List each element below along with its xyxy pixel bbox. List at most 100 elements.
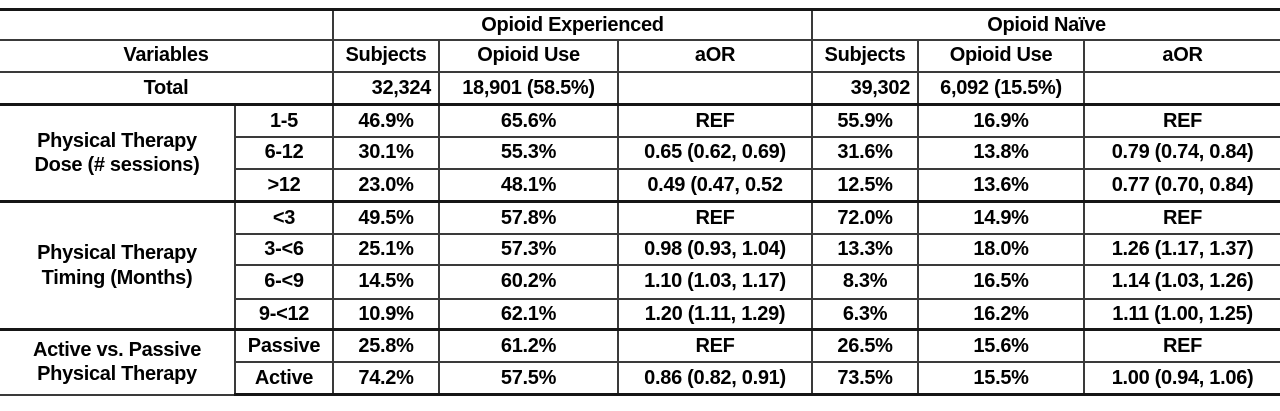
cell-naive-aor: 1.26 (1.17, 1.37) [1083, 232, 1280, 266]
cell-naive-aor: 0.77 (0.70, 0.84) [1083, 167, 1280, 203]
cell-naive-opioid-use: 13.8% [917, 135, 1086, 170]
col-header-opioid-use-naive: Opioid Use [917, 38, 1086, 73]
cell-exp-opioid-use: 57.5% [438, 360, 619, 396]
cell-level: 3-<6 [234, 232, 334, 266]
cell-exp-aor: 0.86 (0.82, 0.91) [616, 360, 814, 396]
cell-exp-opioid-use: 57.3% [438, 232, 619, 266]
total-exp-subjects: 32,324 [332, 70, 440, 106]
total-exp-opioid-use: 18,901 (58.5%) [438, 70, 619, 106]
cell-naive-subjects: 55.9% [811, 103, 920, 138]
cell-naive-opioid-use: 15.5% [917, 360, 1086, 396]
cell-exp-subjects: 25.8% [332, 328, 440, 363]
total-naive-opioid-use: 6,092 (15.5%) [917, 70, 1086, 106]
row-timing-9-12: 9-<12 10.9% 62.1% 1.20 (1.11, 1.29) 6.3%… [0, 297, 1280, 331]
cell-naive-opioid-use: 15.6% [917, 328, 1086, 363]
cell-level: >12 [234, 167, 334, 203]
section-label-line1: Physical Therapy [37, 242, 197, 265]
col-header-variables: Variables [0, 38, 334, 73]
row-dose-6-12: 6-12 30.1% 55.3% 0.65 (0.62, 0.69) 31.6%… [0, 135, 1280, 170]
cell-naive-subjects: 72.0% [811, 200, 920, 235]
column-header-row: Variables Subjects Opioid Use aOR Subjec… [0, 38, 1280, 73]
cell-exp-opioid-use: 60.2% [438, 263, 619, 300]
row-passive: Active vs. Passive Physical Therapy Pass… [0, 328, 1280, 396]
row-timing-3-6: 3-<6 25.1% 57.3% 0.98 (0.93, 1.04) 13.3%… [0, 232, 1280, 266]
cell-exp-aor: 1.10 (1.03, 1.17) [616, 263, 814, 300]
cell-naive-opioid-use: 14.9% [917, 200, 1086, 235]
row-timing-lt3: Physical Therapy Timing (Months) <3 49.5… [0, 200, 1280, 331]
cell-exp-subjects: 74.2% [332, 360, 440, 396]
results-table: Opioid Experienced Opioid Naïve Variable… [0, 8, 1280, 396]
cell-exp-subjects: 30.1% [332, 135, 440, 170]
cell-naive-aor: 0.79 (0.74, 0.84) [1083, 135, 1280, 170]
cell-exp-aor: REF [616, 200, 814, 235]
total-naive-subjects: 39,302 [811, 70, 920, 106]
cell-exp-opioid-use: 61.2% [438, 328, 619, 363]
cell-exp-subjects: 23.0% [332, 167, 440, 203]
section-label-timing: Physical Therapy Timing (Months) [0, 200, 236, 331]
cell-exp-subjects: 46.9% [332, 103, 440, 138]
section-label-dose: Physical Therapy Dose (# sessions) [0, 103, 236, 203]
cell-naive-subjects: 8.3% [811, 263, 920, 300]
cell-level: Passive [234, 328, 334, 363]
row-dose-gt12: >12 23.0% 48.1% 0.49 (0.47, 0.52 12.5% 1… [0, 167, 1280, 203]
section-label-active-passive: Active vs. Passive Physical Therapy [0, 328, 236, 396]
cell-naive-aor: REF [1083, 328, 1280, 363]
section-label-line2: Physical Therapy [37, 363, 197, 386]
cell-naive-aor: REF [1083, 103, 1280, 138]
cell-naive-subjects: 6.3% [811, 297, 920, 331]
row-dose-1-5: Physical Therapy Dose (# sessions) 1-5 4… [0, 103, 1280, 203]
total-label: Total [0, 70, 334, 106]
cell-naive-aor: 1.14 (1.03, 1.26) [1083, 263, 1280, 300]
cell-naive-subjects: 12.5% [811, 167, 920, 203]
section-label-line2: Dose (# sessions) [34, 154, 200, 176]
cell-exp-opioid-use: 62.1% [438, 297, 619, 331]
cell-exp-opioid-use: 65.6% [438, 103, 619, 138]
cell-exp-aor: REF [616, 103, 814, 138]
cell-exp-opioid-use: 55.3% [438, 135, 619, 170]
cell-naive-opioid-use: 16.5% [917, 263, 1086, 300]
cell-level: <3 [234, 200, 334, 235]
col-header-opioid-use-exp: Opioid Use [438, 38, 619, 73]
cell-exp-aor: 0.49 (0.47, 0.52 [616, 167, 814, 203]
cell-exp-aor: 1.20 (1.11, 1.29) [616, 297, 814, 331]
cell-exp-subjects: 49.5% [332, 200, 440, 235]
section-label-line2: Timing (Months) [41, 266, 193, 289]
cell-naive-subjects: 73.5% [811, 360, 920, 396]
cell-exp-aor: 0.98 (0.93, 1.04) [616, 232, 814, 266]
cell-level: 6-<9 [234, 263, 334, 300]
cell-level: Active [234, 360, 334, 396]
col-header-aor-exp: aOR [616, 38, 814, 73]
section-label-line1: Active vs. Passive [32, 338, 202, 361]
cell-naive-aor: REF [1083, 200, 1280, 235]
cell-naive-opioid-use: 16.2% [917, 297, 1086, 331]
cell-naive-subjects: 13.3% [811, 232, 920, 266]
cell-exp-aor: REF [616, 328, 814, 363]
group-header-row: Opioid Experienced Opioid Naïve [0, 8, 1280, 41]
group-header-blank [0, 8, 334, 41]
cell-level: 6-12 [234, 135, 334, 170]
cell-exp-subjects: 25.1% [332, 232, 440, 266]
group-header-opioid-naive: Opioid Naïve [811, 8, 1280, 41]
cell-exp-opioid-use: 57.8% [438, 200, 619, 235]
total-exp-aor [616, 70, 814, 106]
total-naive-aor [1083, 70, 1280, 106]
section-label-line1: Physical Therapy [37, 129, 197, 152]
row-total: Total 32,324 18,901 (58.5%) 39,302 6,092… [0, 70, 1280, 106]
cell-naive-opioid-use: 16.9% [917, 103, 1086, 138]
group-header-opioid-experienced: Opioid Experienced [331, 8, 814, 41]
row-active: Active 74.2% 57.5% 0.86 (0.82, 0.91) 73.… [0, 360, 1280, 396]
cell-naive-aor: 1.11 (1.00, 1.25) [1083, 297, 1280, 331]
col-header-subjects-exp: Subjects [332, 38, 440, 73]
cell-exp-subjects: 10.9% [332, 297, 440, 331]
col-header-aor-naive: aOR [1083, 38, 1280, 73]
row-timing-6-9: 6-<9 14.5% 60.2% 1.10 (1.03, 1.17) 8.3% … [0, 263, 1280, 300]
cell-naive-opioid-use: 13.6% [917, 167, 1086, 203]
cell-exp-aor: 0.65 (0.62, 0.69) [616, 135, 814, 170]
cell-exp-opioid-use: 48.1% [438, 167, 619, 203]
cell-naive-aor: 1.00 (0.94, 1.06) [1083, 360, 1280, 396]
cell-level: 1-5 [234, 103, 334, 138]
cell-exp-subjects: 14.5% [332, 263, 440, 300]
cell-naive-opioid-use: 18.0% [917, 232, 1086, 266]
cell-level: 9-<12 [234, 297, 334, 331]
